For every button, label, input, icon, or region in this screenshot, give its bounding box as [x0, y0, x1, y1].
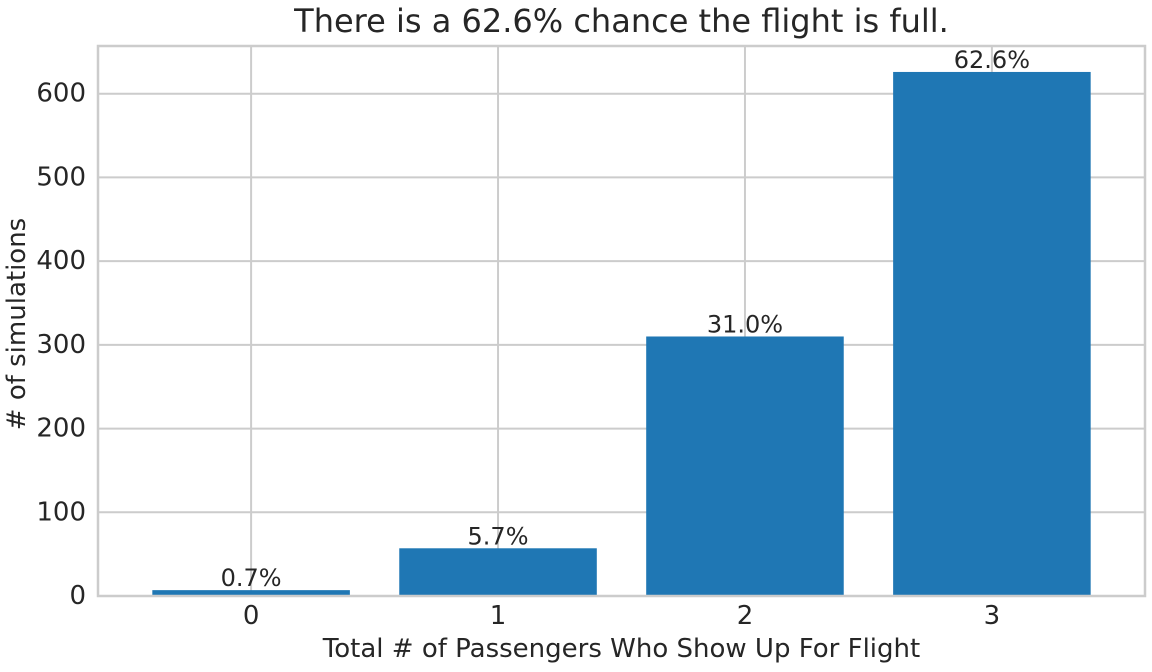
y-axis-label: # of simulations: [2, 217, 32, 431]
y-tick-label: 200: [36, 414, 86, 444]
bar-1: [399, 548, 597, 596]
x-axis-label: Total # of Passengers Who Show Up For Fl…: [322, 634, 921, 664]
x-tick-label: 2: [737, 601, 754, 631]
x-tick-label: 1: [490, 601, 507, 631]
data-label: 0.7%: [221, 564, 282, 592]
chart-title: There is a 62.6% chance the flight is fu…: [294, 2, 949, 40]
bar-3: [893, 71, 1091, 596]
x-tick-label: 0: [243, 601, 260, 631]
y-tick-label: 0: [69, 581, 86, 611]
y-tick-label: 100: [36, 497, 86, 527]
data-label: 5.7%: [468, 522, 529, 550]
bar-2: [646, 336, 844, 596]
x-tick-label: 3: [984, 601, 1001, 631]
y-tick-label: 600: [36, 79, 86, 109]
y-tick-label: 500: [36, 162, 86, 192]
bar-0: [152, 590, 350, 596]
data-label: 31.0%: [707, 310, 783, 338]
data-label: 62.6%: [954, 46, 1030, 74]
y-tick-label: 300: [36, 330, 86, 360]
plot-frame: [96, 44, 1147, 598]
y-tick-label: 400: [36, 246, 86, 276]
